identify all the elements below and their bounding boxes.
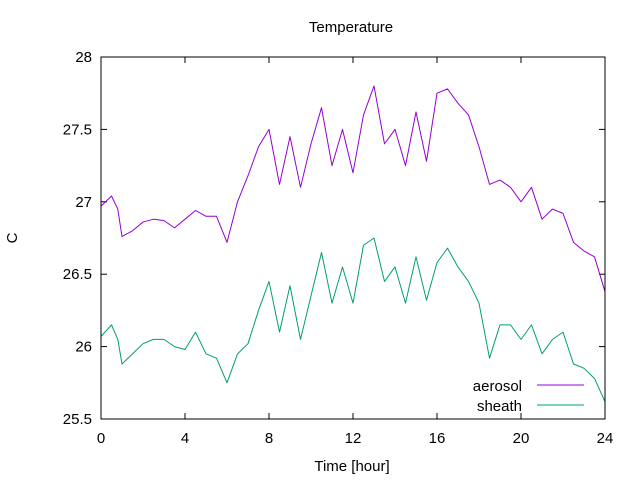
y-tick: 27.5: [63, 121, 605, 138]
series-lines: [100, 85, 606, 402]
x-tick-label: 8: [265, 430, 273, 447]
legend: aerosol sheath: [473, 378, 584, 415]
y-axis-label: C: [4, 232, 21, 243]
y-tick-label: 26: [75, 339, 92, 356]
x-tick-label: 4: [181, 430, 189, 447]
x-tick: 16: [429, 57, 446, 447]
x-tick-label: 0: [97, 430, 105, 447]
y-tick-label: 25.5: [63, 411, 92, 428]
plot-frame: [100, 56, 606, 420]
series-line-sheath: [100, 237, 606, 402]
x-tick-label: 24: [597, 430, 614, 447]
series-line-aerosol: [100, 85, 606, 292]
x-tick-label: 20: [513, 430, 530, 447]
legend-label-sheath: sheath: [477, 398, 522, 415]
x-tick-label: 12: [345, 430, 362, 447]
x-tick-label: 16: [429, 430, 446, 447]
legend-label-aerosol: aerosol: [473, 378, 522, 395]
chart-title: Temperature: [309, 19, 393, 36]
y-tick: 26: [75, 339, 605, 356]
x-tick: 4: [181, 57, 189, 447]
x-tick: 20: [513, 57, 530, 447]
x-tick: 8: [265, 57, 273, 447]
y-tick-label: 27.5: [63, 121, 92, 138]
y-tick-label: 28: [75, 49, 92, 66]
y-tick-label: 27: [75, 194, 92, 211]
y-tick-label: 26.5: [63, 266, 92, 283]
x-tick: 12: [345, 57, 362, 447]
x-axis-label: Time [hour]: [314, 458, 389, 475]
